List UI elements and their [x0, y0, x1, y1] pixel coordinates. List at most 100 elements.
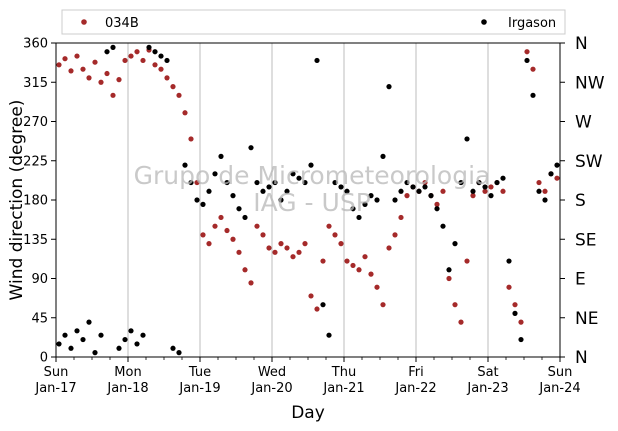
data-point: [176, 350, 182, 356]
data-point: [134, 49, 140, 55]
compass-label: N: [575, 34, 588, 54]
data-point: [182, 162, 188, 168]
data-point: [554, 175, 560, 181]
y-axis-ticks: 0 45 90 135 180 225 270 315 360: [23, 37, 56, 366]
data-point: [176, 92, 182, 98]
data-point: [122, 57, 128, 64]
data-point: [224, 179, 230, 186]
x-tick-weekday: Wed: [258, 365, 286, 380]
data-point: [200, 201, 206, 207]
data-point: [92, 350, 98, 356]
data-point: [110, 92, 116, 98]
x-tick-date: Jan-22: [394, 381, 436, 396]
y-tick-label: 180: [23, 194, 48, 209]
data-point: [542, 197, 548, 203]
compass-label: E: [575, 270, 586, 290]
data-point: [86, 75, 92, 81]
data-point: [254, 223, 260, 229]
data-point: [62, 56, 68, 62]
data-point: [512, 302, 518, 308]
data-point: [530, 92, 536, 98]
data-point: [128, 328, 134, 334]
data-point: [350, 262, 356, 269]
compass-label: NW: [575, 73, 605, 93]
data-point: [122, 336, 128, 343]
data-point: [110, 44, 116, 50]
x-tick-weekday: Tue: [188, 365, 211, 380]
data-point: [422, 179, 428, 186]
data-point: [356, 267, 362, 273]
data-point: [320, 302, 326, 308]
data-point: [326, 332, 332, 338]
data-point: [488, 193, 494, 199]
data-point: [338, 241, 344, 247]
data-point: [530, 66, 536, 72]
data-point: [368, 193, 374, 199]
data-point: [302, 179, 308, 186]
data-point: [68, 345, 74, 351]
data-point: [452, 302, 458, 308]
data-point: [152, 62, 158, 68]
data-point: [92, 59, 98, 65]
data-point: [62, 332, 68, 338]
x-tick-date: Jan-19: [178, 381, 220, 396]
legend: 034B Irgason: [61, 9, 566, 35]
grid-lines: [127, 43, 489, 357]
data-point: [218, 214, 224, 221]
y-tick-label: 225: [23, 154, 48, 169]
data-point: [506, 258, 512, 264]
data-point: [470, 188, 476, 194]
data-point: [464, 136, 470, 142]
data-point: [392, 197, 398, 203]
x-tick-date: Jan-18: [106, 381, 148, 396]
data-point: [140, 332, 146, 338]
data-point: [98, 332, 104, 338]
data-point: [326, 223, 332, 229]
data-point: [74, 328, 80, 334]
series-layer: [56, 44, 560, 356]
data-point: [146, 44, 152, 50]
y-axis-label: Wind direction (degree): [7, 100, 27, 301]
data-point: [554, 162, 560, 168]
data-point: [224, 227, 230, 234]
legend-label-irgason: Irgason: [508, 16, 556, 31]
data-point: [230, 193, 236, 199]
y-tick-label: 360: [23, 37, 48, 52]
data-point: [512, 310, 518, 316]
data-point: [500, 188, 506, 194]
x-tick-weekday: Sat: [477, 365, 498, 380]
data-point: [518, 336, 524, 343]
x-tick-weekday: Mon: [114, 365, 141, 380]
data-point: [374, 284, 380, 290]
data-point: [140, 57, 146, 64]
data-point: [290, 254, 296, 260]
data-point: [128, 53, 134, 59]
data-point: [320, 258, 326, 264]
data-point: [518, 319, 524, 325]
data-point: [422, 184, 428, 190]
data-point: [212, 171, 218, 177]
data-point: [332, 179, 338, 186]
data-point: [80, 336, 86, 343]
compass-label: NE: [575, 309, 598, 329]
data-point: [80, 66, 86, 72]
data-point: [242, 267, 248, 273]
data-point: [116, 77, 122, 83]
x-tick-date: Jan-23: [466, 381, 508, 396]
data-point: [380, 302, 386, 308]
data-point: [452, 241, 458, 247]
data-point: [230, 236, 236, 242]
data-point: [278, 241, 284, 247]
legend-marker-034b: [81, 19, 87, 25]
watermark: Grupo de Micrometeorologia IAG - USP: [134, 161, 491, 217]
data-point: [116, 345, 122, 351]
data-point: [488, 184, 494, 190]
data-point: [284, 245, 290, 251]
data-point: [296, 249, 302, 255]
data-point: [392, 232, 398, 238]
data-point: [362, 201, 368, 207]
data-point: [458, 319, 464, 325]
series-irgason: [56, 44, 560, 356]
data-point: [74, 53, 80, 59]
